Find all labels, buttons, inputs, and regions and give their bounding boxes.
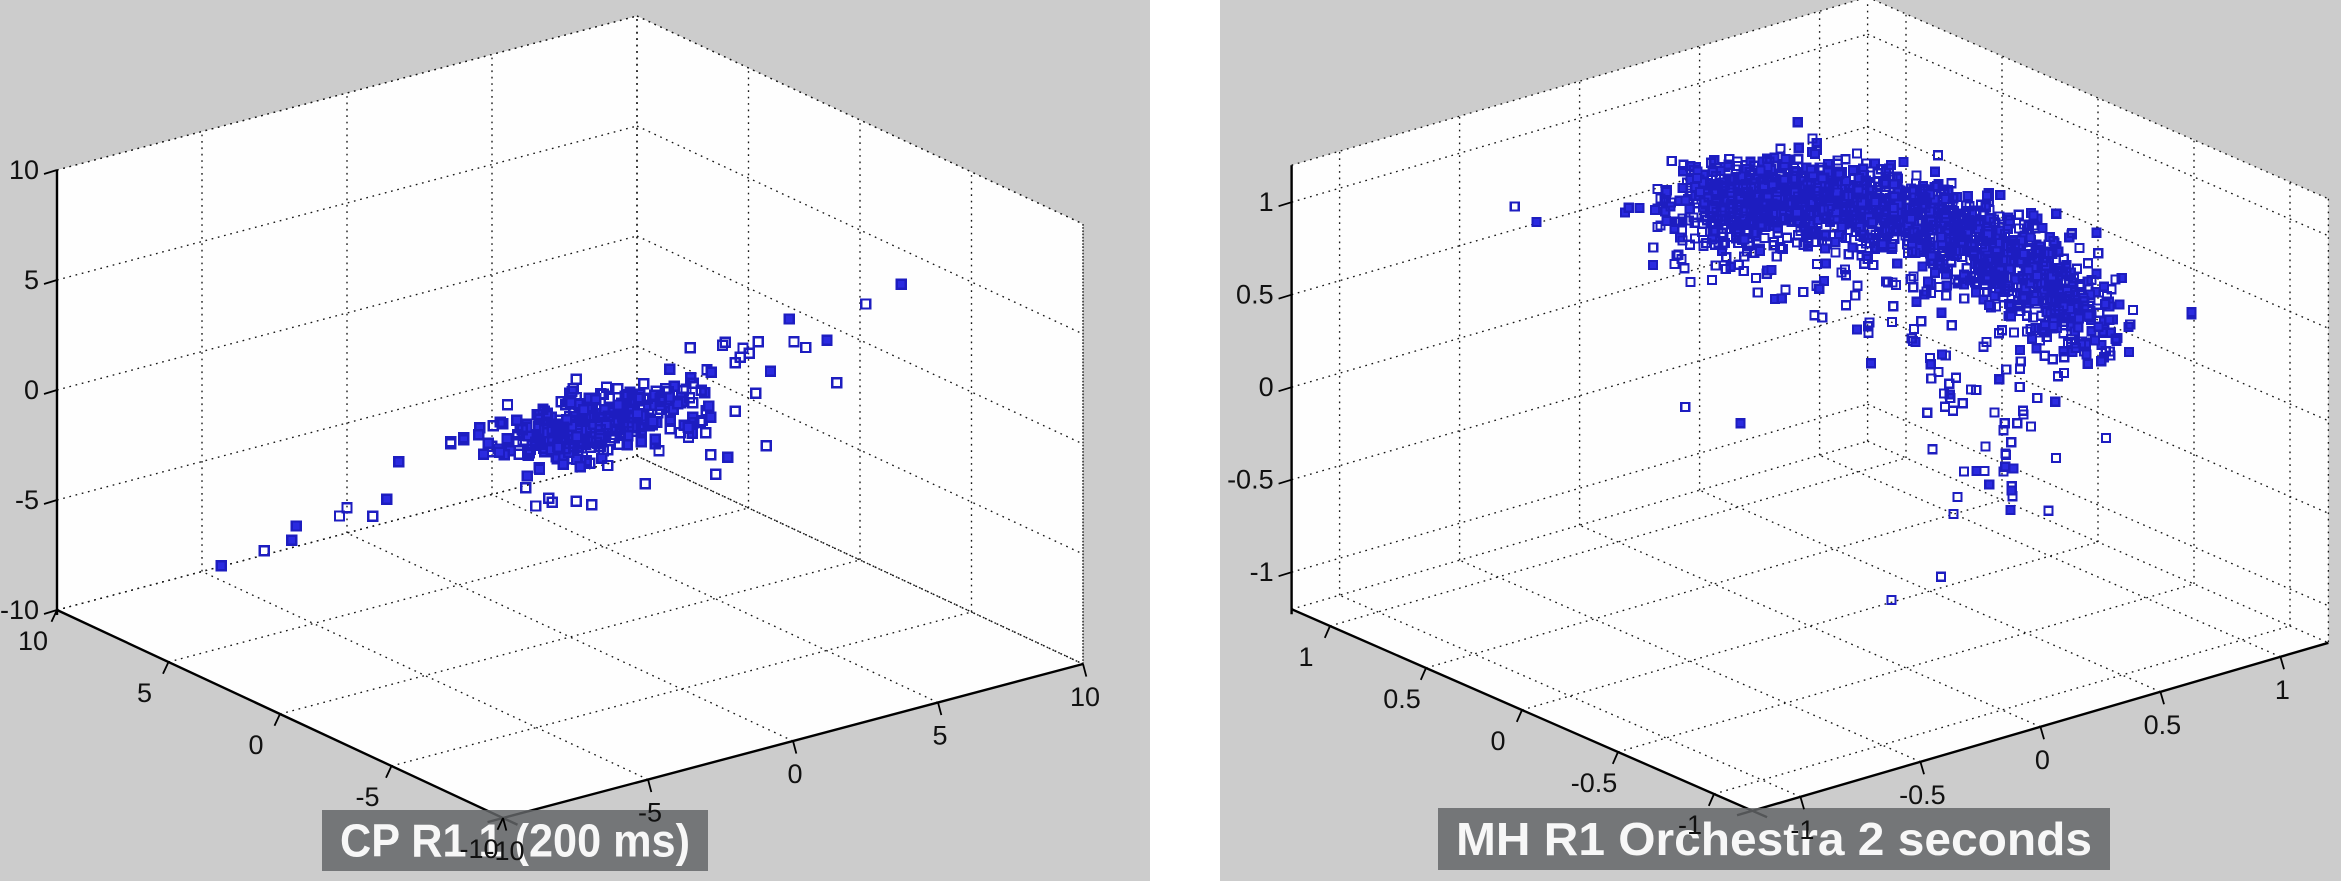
tick-label: -5 xyxy=(638,798,662,828)
chart-title: MH R1 Orchestra 2 seconds xyxy=(1456,813,2092,865)
plot-svg-left: CP R1 1 (200 ms) -10-50510-10-50510-10-5… xyxy=(0,15,1100,871)
tick-labels-right: -1 -0.5 0 0.5 1 -1 -0.5 0 0.5 1 -1 -0.5 0 0.5 1 xyxy=(1227,187,2290,845)
figure-panel-right: MH R1 Orchestra 2 seconds -1 -0.5 0 0.5 1 -1-… xyxy=(1220,0,2341,881)
tick-label: -1 xyxy=(1790,815,1814,845)
tick-label: 1 xyxy=(2275,675,2290,705)
plot-svg-right: MH R1 Orchestra 2 seconds -1-0.500.51-1-… xyxy=(1227,0,2330,870)
axes-3d-right xyxy=(1290,0,2330,819)
tick-label: -5 xyxy=(355,782,379,812)
tick-label: -1 xyxy=(1250,557,1274,587)
tick-label: -10 xyxy=(0,595,39,625)
tick-label: 5 xyxy=(24,265,39,295)
title-group-left: CP R1 1 (200 ms) xyxy=(322,810,708,871)
tick-label: 10 xyxy=(1070,682,1100,712)
tick-label: 10 xyxy=(9,155,39,185)
tick-label: 0.5 xyxy=(1383,684,1421,714)
tick-label: 0 xyxy=(248,730,263,760)
tick-label: 1 xyxy=(1298,642,1313,672)
axes-3d-left xyxy=(55,15,1084,826)
tick-label: 0 xyxy=(2035,745,2050,775)
tick-label: -0.5 xyxy=(1571,768,1618,798)
tick-label: 0 xyxy=(1259,372,1274,402)
tick-label: -10 xyxy=(485,836,524,866)
tick-label: 10 xyxy=(18,626,48,656)
scatter-points xyxy=(1509,117,2197,606)
figure-panel-left: CP R1 1 (200 ms) -10 -5 0 5 10 -10 -5 0 5 10 -10 -5… xyxy=(0,0,1150,881)
chart-title: CP R1 1 (200 ms) xyxy=(340,815,690,867)
tick-label: 0 xyxy=(1490,726,1505,756)
tick-label: 0 xyxy=(787,759,802,789)
tick-label: 1 xyxy=(1259,187,1274,217)
tick-label: 5 xyxy=(932,721,947,751)
tick-label: -5 xyxy=(15,485,39,515)
tick-label: -10 xyxy=(459,834,498,864)
scatter-points xyxy=(215,278,907,572)
title-group-right: MH R1 Orchestra 2 seconds xyxy=(1438,808,2110,870)
tick-label: 0.5 xyxy=(1236,280,1274,310)
tick-label: 5 xyxy=(137,678,152,708)
title-background xyxy=(322,810,708,871)
tick-label: 0 xyxy=(24,375,39,405)
tick-label: -0.5 xyxy=(1899,780,1946,810)
tick-label: -1 xyxy=(1678,810,1702,840)
tick-label: 0.5 xyxy=(2144,710,2182,740)
title-background xyxy=(1438,808,2110,870)
tick-label: -0.5 xyxy=(1227,465,1274,495)
